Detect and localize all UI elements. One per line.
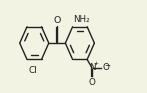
- Text: +: +: [94, 61, 99, 66]
- Text: O: O: [89, 78, 96, 87]
- Text: O: O: [102, 63, 109, 72]
- Text: N: N: [89, 63, 95, 72]
- Text: O: O: [54, 16, 61, 25]
- Text: −: −: [104, 63, 111, 69]
- Text: Cl: Cl: [29, 66, 38, 75]
- Text: NH₂: NH₂: [74, 15, 90, 24]
